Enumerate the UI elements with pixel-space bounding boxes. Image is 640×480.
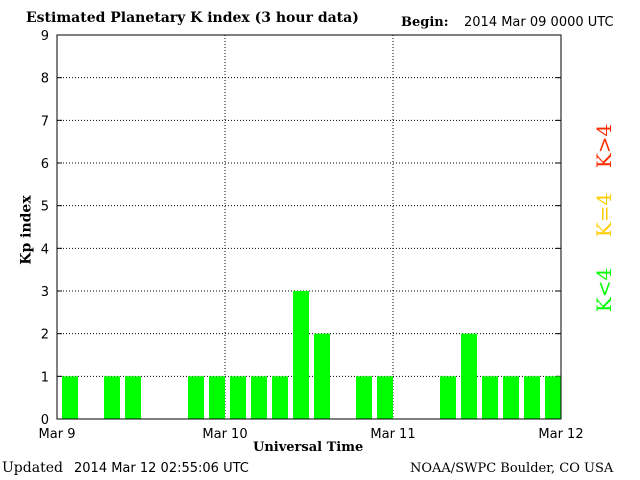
kp-bar: [188, 376, 204, 419]
credit-text: NOAA/SWPC Boulder, CO USA: [410, 461, 614, 476]
y-tick-label: 7: [41, 114, 49, 129]
x-tick-label: Mar 10: [202, 427, 247, 442]
kp-bar: [545, 376, 561, 419]
legend-k-equal-4: K=4: [592, 192, 617, 238]
updated-label: Updated: [2, 460, 63, 476]
kp-bar: [293, 291, 309, 419]
kp-bar: [125, 376, 141, 419]
x-tick-label: Mar 11: [370, 427, 415, 442]
updated-timestamp: 2014 Mar 12 02:55:06 UTC: [74, 461, 249, 476]
kp-bar: [503, 376, 519, 419]
kp-bar: [356, 376, 372, 419]
kp-bar: [230, 376, 246, 419]
legend-k-greater-4: K>4: [592, 123, 617, 169]
kp-bar: [314, 333, 330, 419]
y-tick-label: 5: [41, 200, 49, 215]
kp-bar: [62, 376, 78, 419]
kp-bar: [482, 376, 498, 419]
y-axis-label: Kp index: [18, 195, 35, 265]
begin-label: Begin:: [401, 15, 449, 30]
x-tick-label: Mar 12: [538, 427, 583, 442]
plot-frame: [56, 34, 562, 420]
legend-k-less-4: K<4: [592, 267, 617, 313]
y-tick-label: 0: [41, 413, 49, 428]
kp-bar: [104, 376, 120, 419]
y-tick-label: 4: [41, 242, 49, 257]
kp-bar: [524, 376, 540, 419]
y-tick-label: 6: [41, 157, 49, 172]
kp-bar: [251, 376, 267, 419]
x-axis-label: Universal Time: [253, 440, 364, 455]
begin-value: 2014 Mar 09 0000 UTC: [464, 15, 614, 30]
kp-bar: [461, 333, 477, 419]
y-tick-label: 3: [41, 285, 49, 300]
y-tick-label: 8: [41, 72, 49, 87]
kp-bar: [209, 376, 225, 419]
chart-title: Estimated Planetary K index (3 hour data…: [26, 10, 359, 26]
kp-bar: [272, 376, 288, 419]
kp-bar: [440, 376, 456, 419]
y-tick-label: 2: [41, 328, 49, 343]
y-tick-label: 9: [41, 29, 49, 44]
kp-bar: [377, 376, 393, 419]
x-tick-label: Mar 9: [39, 427, 76, 442]
y-tick-label: 1: [41, 370, 49, 385]
